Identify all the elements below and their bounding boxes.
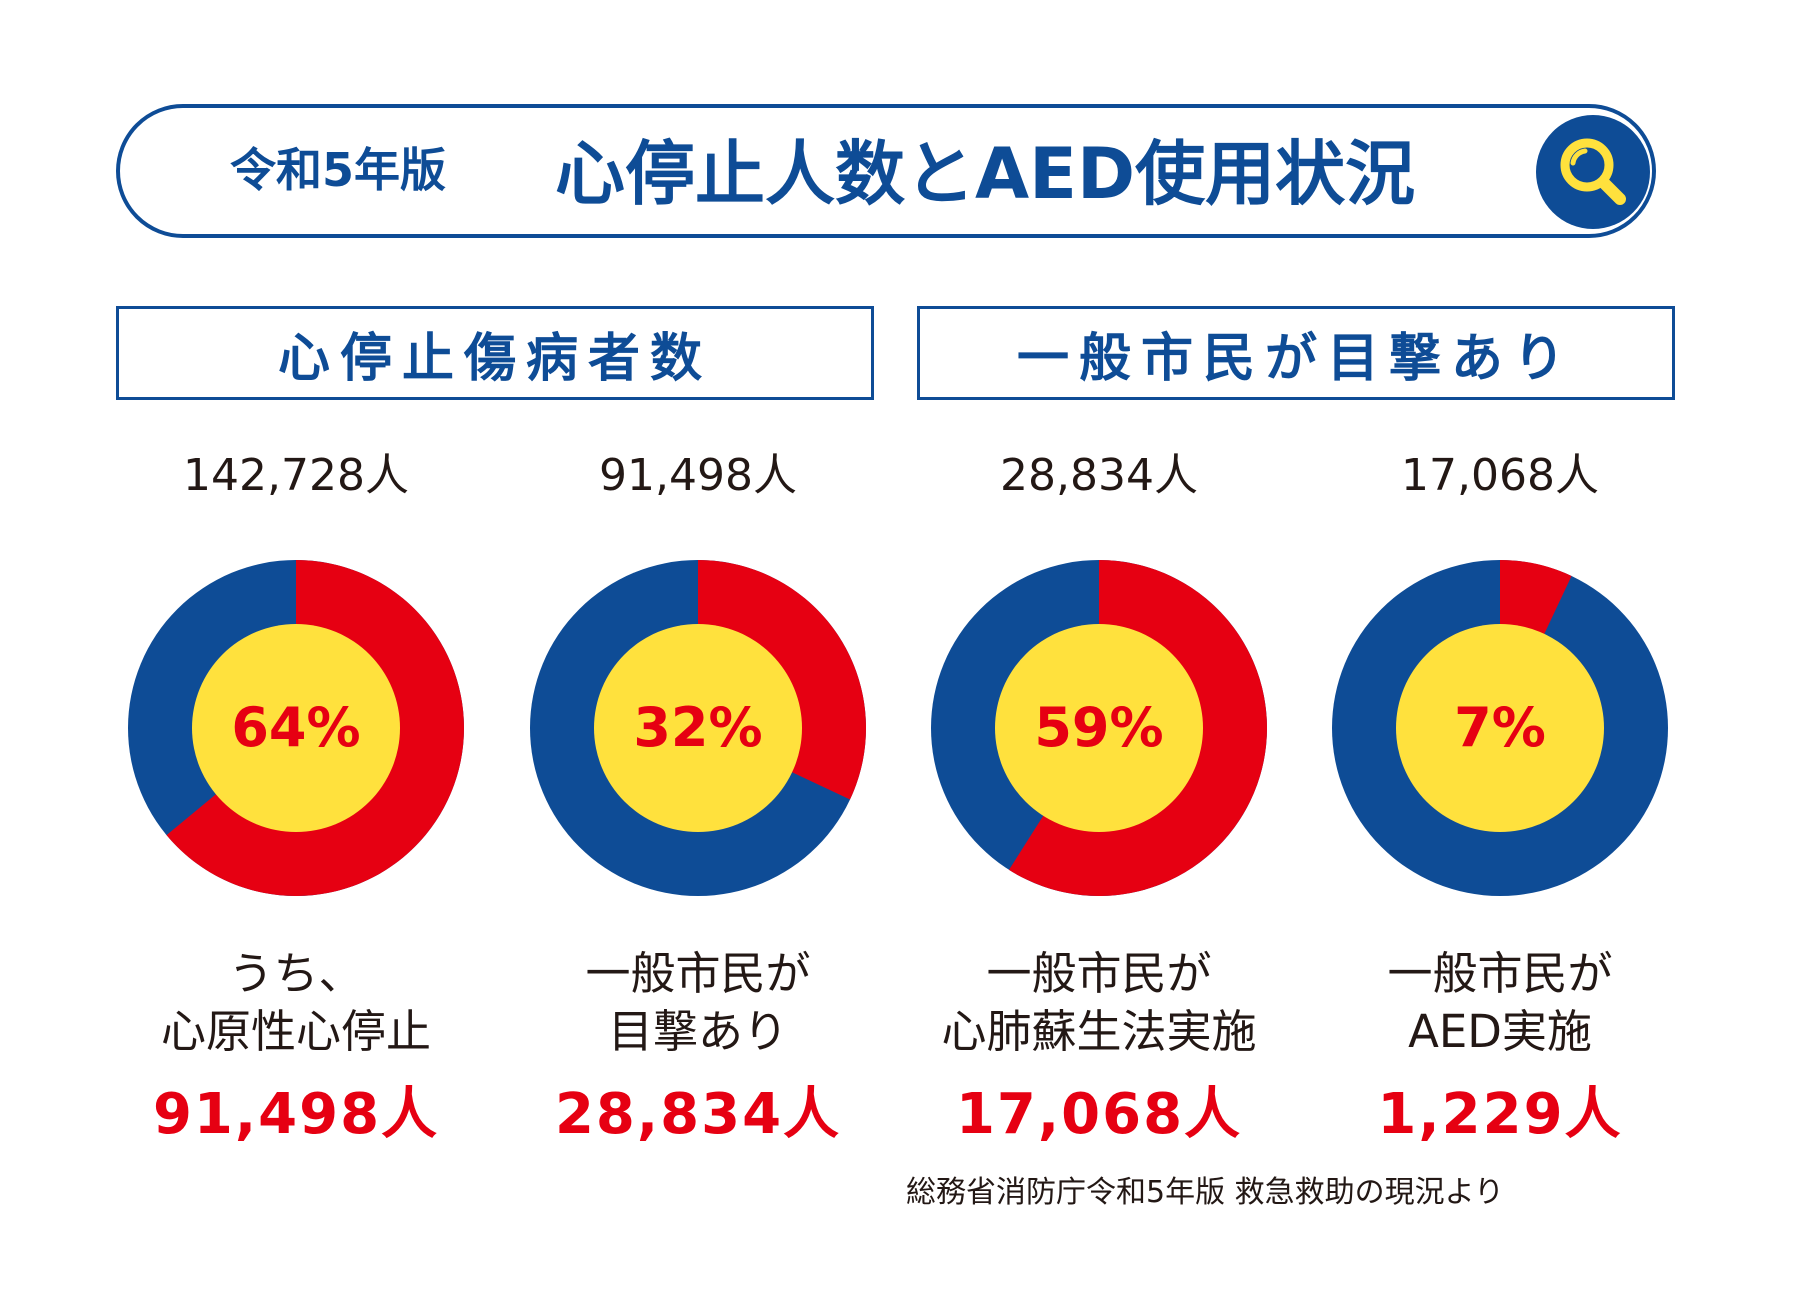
page-title: 心停止人数とAED使用状況 xyxy=(555,133,1416,215)
donut-percent-label: 7% xyxy=(1454,696,1546,759)
magnifier-icon xyxy=(1536,115,1650,229)
chart-4-caption: 一般市民が AED実施 xyxy=(1387,947,1613,1058)
donut-percent-label: 64% xyxy=(231,696,360,759)
chart-2-count: 28,834人 xyxy=(554,1082,842,1147)
donut-center xyxy=(594,624,802,832)
title-year: 令和5年版 xyxy=(230,143,447,197)
chart-3-count: 17,068人 xyxy=(955,1082,1243,1147)
donut-center xyxy=(192,624,400,832)
donut-percent-label: 32% xyxy=(633,696,762,759)
chart-2-caption: 一般市民が 目撃あり xyxy=(585,947,811,1058)
chart-3-donut: 59% xyxy=(931,560,1267,896)
donut-center xyxy=(1396,624,1604,832)
chart-2-total: 91,498人 xyxy=(599,450,797,501)
chart-4-count: 1,229人 xyxy=(1377,1082,1623,1147)
chart-1-count: 91,498人 xyxy=(152,1082,440,1147)
donut-percent-label: 59% xyxy=(1034,696,1163,759)
chart-1-donut: 64% xyxy=(128,560,464,896)
chart-4-donut: 7% xyxy=(1332,560,1668,896)
chart-3-total: 28,834人 xyxy=(1000,450,1198,501)
chart-3-caption: 一般市民が 心肺蘇生法実施 xyxy=(941,947,1257,1058)
title-banner xyxy=(116,104,1656,238)
section-header-cardiac-arrest: 心停止傷病者数 xyxy=(116,306,874,400)
chart-1-total: 142,728人 xyxy=(183,450,409,501)
section-header-witnessed: 一般市民が目撃あり xyxy=(917,306,1675,400)
donut-center xyxy=(995,624,1203,832)
chart-2-donut: 32% xyxy=(530,560,866,896)
chart-4-total: 17,068人 xyxy=(1401,450,1599,501)
chart-1-caption: うち、 心原性心停止 xyxy=(160,947,431,1058)
source-note: 総務省消防庁令和5年版 救急救助の現況より xyxy=(906,1175,1505,1210)
